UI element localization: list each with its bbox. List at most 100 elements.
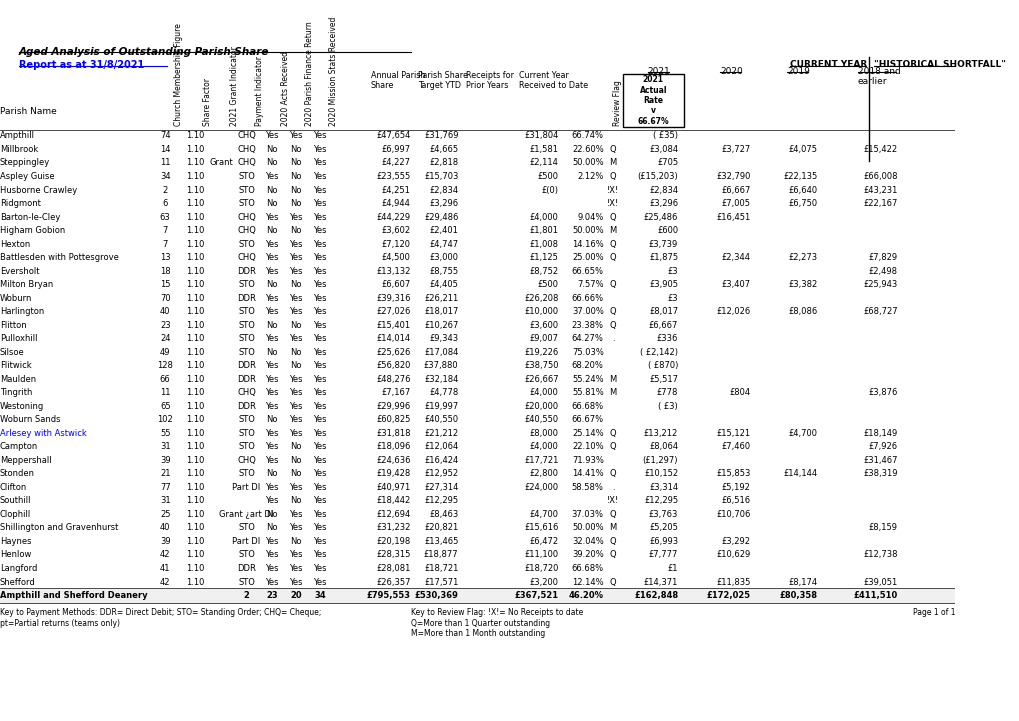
- Text: No: No: [290, 172, 302, 181]
- Text: Eversholt: Eversholt: [0, 267, 40, 275]
- Text: £29,996: £29,996: [376, 402, 411, 411]
- Text: £4,405: £4,405: [429, 280, 459, 289]
- Text: £8,017: £8,017: [648, 307, 678, 317]
- Text: £26,208: £26,208: [524, 293, 558, 303]
- Text: Yes: Yes: [313, 442, 326, 451]
- Text: £38,319: £38,319: [862, 469, 897, 478]
- Text: 7: 7: [162, 226, 168, 235]
- Text: No: No: [266, 145, 278, 154]
- Text: £10,706: £10,706: [715, 510, 750, 519]
- Text: 23: 23: [160, 321, 170, 329]
- Text: 55: 55: [160, 429, 170, 438]
- Text: 11: 11: [160, 389, 170, 397]
- Text: 22.10%: 22.10%: [572, 442, 603, 451]
- Text: Yes: Yes: [313, 564, 326, 573]
- Text: 66.68%: 66.68%: [571, 402, 603, 411]
- Text: £19,428: £19,428: [376, 469, 411, 478]
- Text: 66.74%: 66.74%: [571, 131, 603, 141]
- Text: £44,229: £44,229: [376, 213, 411, 221]
- Text: 58.58%: 58.58%: [572, 483, 603, 492]
- Text: £4,251: £4,251: [381, 185, 411, 195]
- Text: 63: 63: [160, 213, 170, 221]
- Text: Key to Review Flag: !X!= No Receipts to date
Q=More than 1 Quarter outstanding
M: Key to Review Flag: !X!= No Receipts to …: [411, 609, 583, 638]
- Text: 1.10: 1.10: [185, 280, 204, 289]
- Text: No: No: [290, 145, 302, 154]
- Text: Yes: Yes: [313, 496, 326, 505]
- Text: No: No: [266, 415, 278, 424]
- Text: 1.10: 1.10: [185, 537, 204, 546]
- Text: £4,075: £4,075: [788, 145, 817, 154]
- Text: £15,121: £15,121: [716, 429, 750, 438]
- Text: Yes: Yes: [265, 172, 279, 181]
- Text: Yes: Yes: [265, 429, 279, 438]
- Text: No: No: [290, 442, 302, 451]
- Text: Yes: Yes: [265, 375, 279, 384]
- Text: Yes: Yes: [265, 456, 279, 465]
- Text: £2,834: £2,834: [429, 185, 459, 195]
- Text: Pulloxhill: Pulloxhill: [0, 335, 38, 343]
- Text: £37,880: £37,880: [424, 361, 459, 370]
- Text: 1.10: 1.10: [185, 523, 204, 532]
- Text: £1,875: £1,875: [648, 253, 678, 262]
- Text: £13,212: £13,212: [643, 429, 678, 438]
- Text: £12,026: £12,026: [715, 307, 750, 317]
- Text: 1.10: 1.10: [185, 145, 204, 154]
- Text: Q: Q: [609, 429, 615, 438]
- Text: £6,997: £6,997: [381, 145, 411, 154]
- Text: Yes: Yes: [289, 415, 303, 424]
- Text: Yes: Yes: [313, 239, 326, 249]
- Text: £12,295: £12,295: [424, 496, 459, 505]
- Text: £32,790: £32,790: [715, 172, 750, 181]
- Text: Yes: Yes: [313, 375, 326, 384]
- Text: Yes: Yes: [313, 321, 326, 329]
- Text: £15,616: £15,616: [524, 523, 558, 532]
- Text: £13,465: £13,465: [424, 537, 459, 546]
- Text: £3,296: £3,296: [648, 199, 678, 208]
- Text: £11,835: £11,835: [715, 578, 750, 586]
- Bar: [0, 589, 954, 603]
- Text: £4,700: £4,700: [529, 510, 558, 519]
- Text: 1.10: 1.10: [185, 253, 204, 262]
- Text: £5,517: £5,517: [648, 375, 678, 384]
- Text: Yes: Yes: [289, 239, 303, 249]
- Text: STO: STO: [237, 280, 255, 289]
- Text: STO: STO: [237, 172, 255, 181]
- Text: CHQ: CHQ: [236, 389, 256, 397]
- Text: !X!: !X!: [606, 185, 619, 195]
- Text: 1.10: 1.10: [185, 402, 204, 411]
- Text: Yes: Yes: [313, 293, 326, 303]
- Text: £3,763: £3,763: [648, 510, 678, 519]
- Text: Yes: Yes: [313, 510, 326, 519]
- Text: 21: 21: [160, 469, 170, 478]
- Text: M: M: [609, 226, 616, 235]
- Text: £18,096: £18,096: [376, 442, 411, 451]
- Text: £4,500: £4,500: [381, 253, 411, 262]
- Text: No: No: [266, 469, 278, 478]
- Text: 23.38%: 23.38%: [571, 321, 603, 329]
- Text: £3,876: £3,876: [867, 389, 897, 397]
- Text: Yes: Yes: [289, 213, 303, 221]
- Text: £500: £500: [537, 172, 558, 181]
- Text: £6,667: £6,667: [720, 185, 750, 195]
- Text: Yes: Yes: [265, 267, 279, 275]
- Text: Part DI: Part DI: [232, 537, 260, 546]
- Text: £3,292: £3,292: [721, 537, 750, 546]
- Text: Report as at 31/8/2021: Report as at 31/8/2021: [19, 60, 145, 70]
- Text: £6,667: £6,667: [648, 321, 678, 329]
- Text: Q: Q: [609, 442, 615, 451]
- Text: Yes: Yes: [289, 564, 303, 573]
- Text: No: No: [290, 226, 302, 235]
- Text: £16,424: £16,424: [424, 456, 459, 465]
- Text: £6,640: £6,640: [788, 185, 817, 195]
- Text: Yes: Yes: [265, 402, 279, 411]
- Text: No: No: [290, 280, 302, 289]
- Text: £336: £336: [656, 335, 678, 343]
- Text: STO: STO: [237, 199, 255, 208]
- Text: Review Flag: Review Flag: [612, 80, 622, 125]
- Text: Yes: Yes: [265, 550, 279, 559]
- Text: 1.10: 1.10: [185, 199, 204, 208]
- Text: Yes: Yes: [313, 226, 326, 235]
- Text: Yes: Yes: [265, 293, 279, 303]
- Text: DDR: DDR: [236, 564, 256, 573]
- Text: !X!: !X!: [606, 496, 619, 505]
